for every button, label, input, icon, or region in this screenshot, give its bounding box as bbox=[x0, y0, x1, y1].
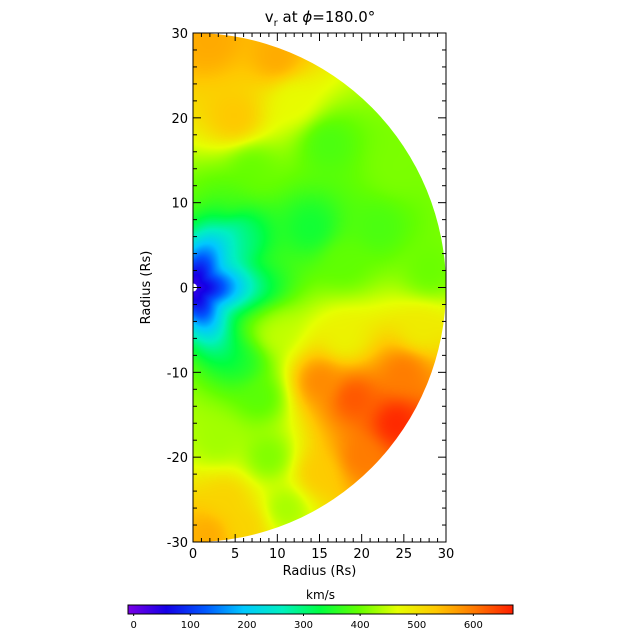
x-axis: 0 5 10 15 20 25 30 bbox=[189, 33, 454, 562]
colorbar-ticks: 0 100 200 300 400 500 600 bbox=[130, 614, 483, 631]
colorbar-tick-label: 200 bbox=[237, 620, 256, 631]
x-axis-label: Radius (Rs) bbox=[283, 564, 357, 579]
velocity-field bbox=[193, 33, 446, 542]
y-tick-label: -10 bbox=[167, 366, 188, 381]
colorbar-tick-label: 600 bbox=[464, 620, 483, 631]
y-tick-label: 30 bbox=[171, 27, 188, 42]
colorbar-tick-label: 500 bbox=[407, 620, 426, 631]
x-tick-label: 10 bbox=[269, 547, 286, 562]
y-tick-label: 10 bbox=[171, 197, 188, 212]
y-axis-label: Radius (Rs) bbox=[139, 251, 154, 325]
title-mid: at bbox=[278, 8, 303, 26]
title-phi: ϕ bbox=[302, 8, 312, 26]
y-axis: -30 -20 -10 0 10 20 30 bbox=[167, 27, 446, 551]
x-tick-label: 20 bbox=[353, 547, 370, 562]
colorbar: km/s 0 100 200 300 400 500 600 bbox=[127, 588, 514, 631]
x-tick-label: 25 bbox=[396, 547, 413, 562]
colorbar-tick-label: 100 bbox=[181, 620, 200, 631]
title-var: v bbox=[265, 8, 274, 26]
title-sub: r bbox=[274, 18, 279, 29]
x-tick-label: 5 bbox=[231, 547, 239, 562]
colorbar-tick-label: 0 bbox=[130, 620, 136, 631]
x-tick-label: 0 bbox=[189, 547, 197, 562]
y-tick-label: -20 bbox=[167, 451, 188, 466]
chart-title: vr at ϕ=180.0° bbox=[265, 8, 376, 29]
title-tail: =180.0° bbox=[312, 8, 375, 26]
y-tick-label: -30 bbox=[167, 536, 188, 551]
x-tick-label: 30 bbox=[438, 547, 455, 562]
colorbar-tick-label: 300 bbox=[294, 620, 313, 631]
y-tick-label: 20 bbox=[171, 112, 188, 127]
y-tick-label: 0 bbox=[180, 282, 188, 297]
colorbar-label: km/s bbox=[306, 588, 335, 602]
colorbar-tick-label: 400 bbox=[351, 620, 370, 631]
velocity-field-image bbox=[193, 33, 446, 542]
colorbar-gradient bbox=[127, 604, 514, 615]
x-tick-label: 15 bbox=[311, 547, 328, 562]
